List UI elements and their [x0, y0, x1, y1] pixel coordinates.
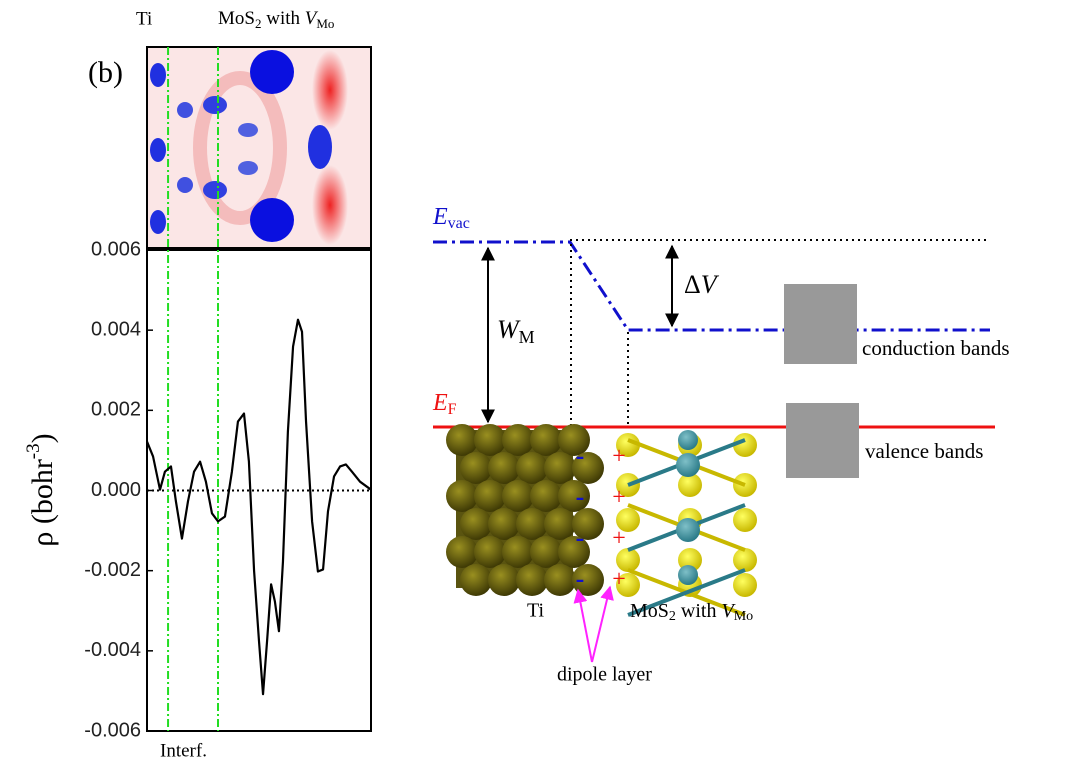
ti-atom	[516, 452, 548, 484]
ti-atom	[460, 564, 492, 596]
text: M	[519, 327, 535, 347]
ti-atom	[446, 480, 478, 512]
text: Mo	[734, 609, 753, 624]
ti-atom	[530, 424, 562, 456]
ef-label: EF	[432, 390, 457, 418]
heatmap	[147, 47, 371, 248]
ti-atom	[502, 480, 534, 512]
plus-sign: +	[612, 485, 626, 511]
minus-sign: -	[576, 441, 585, 470]
ti-label: Ti	[527, 600, 545, 622]
ti-atom	[488, 508, 520, 540]
text: E	[432, 204, 448, 230]
text: with	[261, 8, 304, 29]
minus-sign: -	[576, 482, 585, 511]
text: V	[701, 270, 720, 299]
valence-label: valence bands	[865, 439, 983, 463]
text: Δ	[684, 270, 701, 299]
evac-label: Evac	[432, 204, 470, 232]
y-axis-label: ρ (bohr-3)	[23, 433, 59, 546]
data-line	[147, 320, 371, 694]
ti-atom	[558, 536, 590, 568]
text: vac	[448, 215, 470, 232]
ti-atom	[544, 508, 576, 540]
arrow	[578, 590, 592, 662]
plus-sign: +	[612, 567, 626, 593]
x-axis-label: Interf.	[160, 740, 207, 761]
text: 2	[669, 609, 676, 624]
valence-band	[786, 403, 859, 478]
minus-sign: -	[576, 523, 585, 552]
plus-sign: +	[612, 526, 626, 552]
ti-atom	[446, 424, 478, 456]
ti-atom	[446, 536, 478, 568]
ti-atom	[516, 564, 548, 596]
text: with	[676, 600, 722, 622]
mo-atom	[676, 453, 700, 477]
minus-sign: -	[576, 564, 585, 593]
ti-atom	[530, 536, 562, 568]
text: MoS	[630, 600, 669, 622]
conduction-band	[784, 284, 857, 364]
text: -3	[23, 443, 44, 459]
ti-atom	[488, 564, 520, 596]
mo-atom	[676, 518, 700, 542]
ti-atom	[460, 508, 492, 540]
ti-atom	[558, 480, 590, 512]
mo-atom	[678, 430, 698, 450]
ti-atom	[474, 536, 506, 568]
s-atom	[733, 573, 757, 597]
ti-atom	[544, 452, 576, 484]
y-tick-label: 0.000	[91, 479, 141, 501]
wm-label: WM	[497, 315, 535, 347]
text: MoS	[218, 8, 255, 29]
s-atom	[733, 548, 757, 572]
s-atom	[733, 508, 757, 532]
plus-sign: +	[612, 444, 626, 470]
text: Mo	[316, 16, 334, 31]
top-label: MoS2 with VMo	[218, 8, 334, 31]
ti-atom	[502, 536, 534, 568]
dv-label: ΔV	[684, 270, 720, 299]
ti-atom	[488, 452, 520, 484]
ti-atom	[502, 424, 534, 456]
mos2-label: MoS2 with VMo	[630, 600, 753, 625]
ti-atom	[460, 452, 492, 484]
text: W	[497, 315, 521, 344]
top-label: Ti	[136, 8, 152, 29]
y-tick-label: -0.004	[84, 639, 141, 661]
mo-atom	[678, 565, 698, 585]
y-tick-label: -0.006	[84, 719, 141, 741]
ti-atom	[558, 424, 590, 456]
text: ρ (bohr	[26, 459, 59, 546]
conduction-label: conduction bands	[862, 336, 1010, 360]
y-tick-label: 0.006	[91, 238, 141, 260]
text: E	[432, 390, 448, 416]
ti-atom	[544, 564, 576, 596]
mos2-slab	[616, 430, 757, 615]
arrow	[592, 587, 610, 662]
text: )	[26, 433, 59, 443]
y-tick-label: -0.002	[84, 559, 141, 581]
page: {"chart_data": {"type": "line", "panel_l…	[0, 0, 1065, 767]
y-tick-label: 0.004	[91, 318, 141, 340]
ti-atom	[530, 480, 562, 512]
ti-atom	[474, 424, 506, 456]
dipole-label: dipole layer	[557, 664, 652, 686]
figure: (b) Ti MoS2 with VMo ρ (bohr-3) Interf. …	[0, 0, 1065, 767]
panel-label: (b)	[88, 56, 123, 89]
text: F	[448, 401, 457, 418]
y-tick-label: 0.002	[91, 399, 141, 421]
ti-atom	[516, 508, 548, 540]
ti-atom	[474, 480, 506, 512]
